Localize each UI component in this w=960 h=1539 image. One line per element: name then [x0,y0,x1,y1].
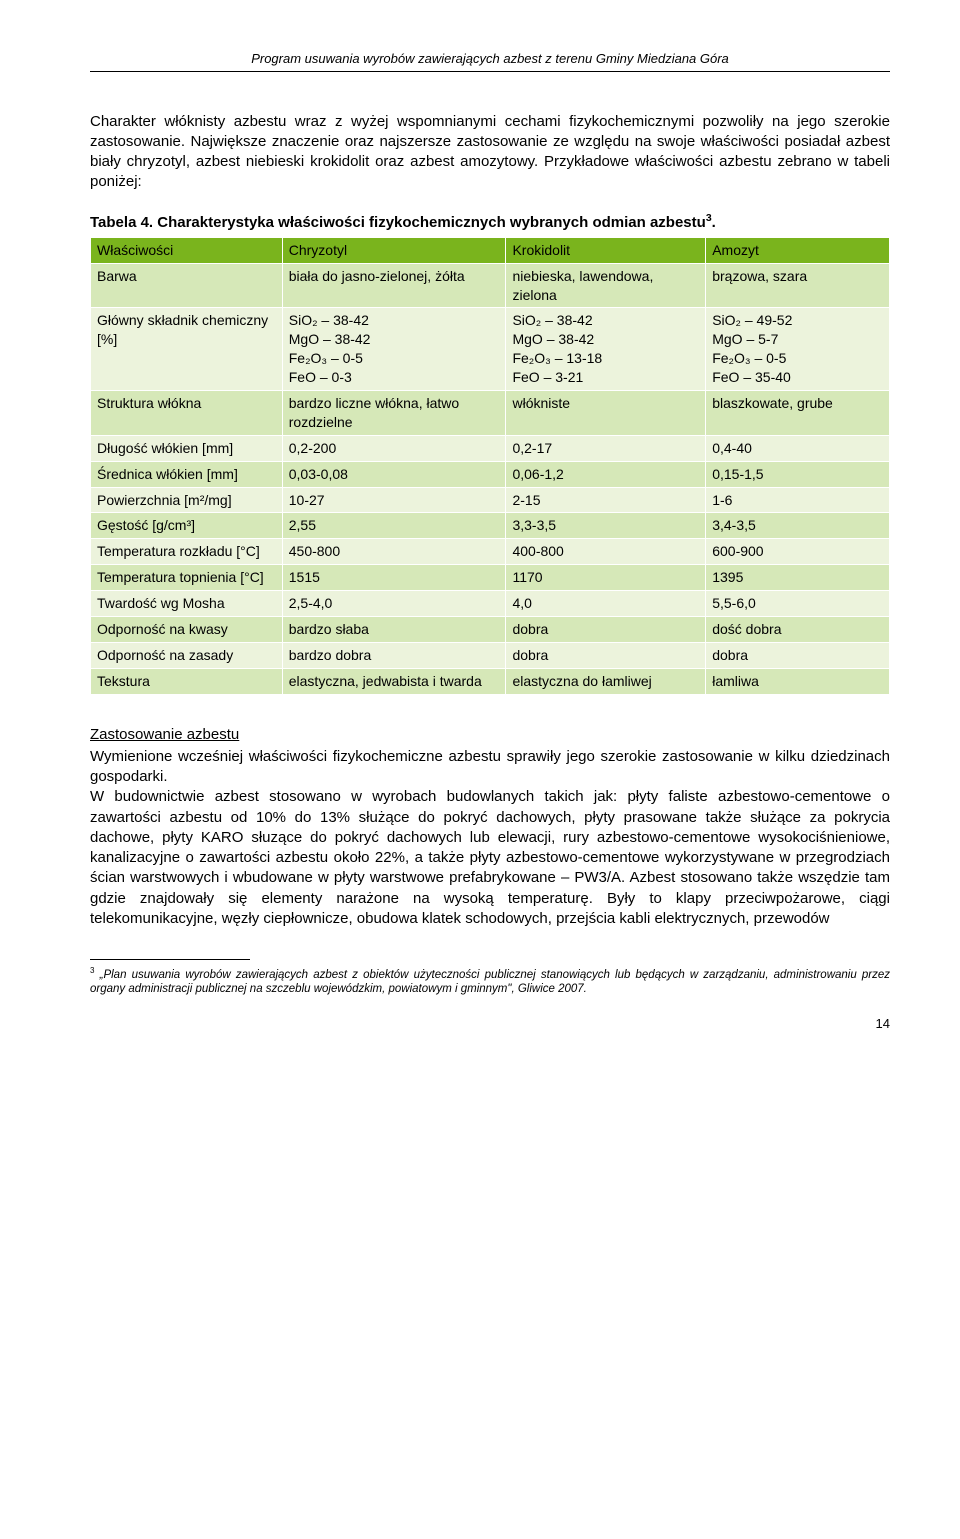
table-row: Twardość wg Mosha 2,5-4,0 4,0 5,5-6,0 [91,591,890,617]
table-row: Gęstość [g/cm³] 2,55 3,3-3,5 3,4-3,5 [91,513,890,539]
footnote: 3 „Plan usuwania wyrobów zawierających a… [90,966,890,997]
cell: 2,5-4,0 [282,591,506,617]
intro-paragraph: Charakter włóknisty azbestu wraz z wyżej… [90,112,890,193]
cell: bardzo słaba [282,617,506,643]
cell: 1-6 [706,487,890,513]
cell: Odporność na kwasy [91,617,283,643]
table-row: Barwa biała do jasno-zielonej, żółta nie… [91,263,890,308]
cell: Barwa [91,263,283,308]
col-h-2: Krokidolit [506,237,706,263]
cell: włókniste [506,391,706,436]
cell: 0,4-40 [706,435,890,461]
cell: Gęstość [g/cm³] [91,513,283,539]
table-row: Temperatura topnienia [°C] 1515 1170 139… [91,565,890,591]
table-row: Tekstura elastyczna, jedwabista i twarda… [91,668,890,694]
table-row: Powierzchnia [m²/mg] 10-27 2-15 1-6 [91,487,890,513]
cell: Średnica włókien [mm] [91,461,283,487]
table-caption: Tabela 4. Charakterystyka właściwości fi… [90,211,890,233]
page-number: 14 [90,1015,890,1033]
cell: niebieska, lawendowa, zielona [506,263,706,308]
col-h-1: Chryzotyl [282,237,506,263]
table-row: Długość włókien [mm] 0,2-200 0,2-17 0,4-… [91,435,890,461]
table-row: Struktura włókna bardzo liczne włókna, ł… [91,391,890,436]
cell: Temperatura topnienia [°C] [91,565,283,591]
cell: 3,4-3,5 [706,513,890,539]
cell: elastyczna, jedwabista i twarda [282,668,506,694]
cell: dobra [706,642,890,668]
cell: SiO₂ – 49-52MgO – 5-7Fe₂O₃ – 0-5FeO – 35… [706,308,890,391]
cell: Powierzchnia [m²/mg] [91,487,283,513]
table-row: Temperatura rozkładu [°C] 450-800 400-80… [91,539,890,565]
cell: Długość włókien [mm] [91,435,283,461]
cell: dobra [506,642,706,668]
cell: elastyczna do łamliwej [506,668,706,694]
cell: 0,06-1,2 [506,461,706,487]
cell: Tekstura [91,668,283,694]
footnote-text: „Plan usuwania wyrobów zawierających azb… [90,969,890,995]
caption-sup: 3 [706,212,712,224]
cell: SiO₂ – 38-42MgO – 38-42Fe₂O₃ – 0-5FeO – … [282,308,506,391]
footnote-separator [90,959,250,960]
cell: blaszkowate, grube [706,391,890,436]
section-title: Zastosowanie azbestu [90,725,890,745]
cell: Główny składnik chemiczny [%] [91,308,283,391]
table-row: Odporność na kwasy bardzo słaba dobra do… [91,617,890,643]
cell: 4,0 [506,591,706,617]
properties-table: Właściwości Chryzotyl Krokidolit Amozyt … [90,237,890,695]
table-row: Średnica włókien [mm] 0,03-0,08 0,06-1,2… [91,461,890,487]
cell: SiO₂ – 38-42MgO – 38-42Fe₂O₃ – 13-18FeO … [506,308,706,391]
cell: biała do jasno-zielonej, żółta [282,263,506,308]
cell: 0,15-1,5 [706,461,890,487]
section-block: Zastosowanie azbestu Wymienione wcześnie… [90,725,890,930]
cell: 5,5-6,0 [706,591,890,617]
cell: 2,55 [282,513,506,539]
cell: Temperatura rozkładu [°C] [91,539,283,565]
table-row: Odporność na zasady bardzo dobra dobra d… [91,642,890,668]
cell: 0,2-200 [282,435,506,461]
col-h-3: Amozyt [706,237,890,263]
cell: bardzo dobra [282,642,506,668]
cell: 1395 [706,565,890,591]
col-h-0: Właściwości [91,237,283,263]
caption-text: Tabela 4. Charakterystyka właściwości fi… [90,214,706,231]
cell: Struktura włókna [91,391,283,436]
cell: 1170 [506,565,706,591]
cell: 2-15 [506,487,706,513]
section-body: Wymienione wcześniej właściwości fizykoc… [90,747,890,929]
page-header: Program usuwania wyrobów zawierających a… [90,50,890,72]
table-header-row: Właściwości Chryzotyl Krokidolit Amozyt [91,237,890,263]
cell: 450-800 [282,539,506,565]
cell: Twardość wg Mosha [91,591,283,617]
cell: dość dobra [706,617,890,643]
cell: dobra [506,617,706,643]
cell: brązowa, szara [706,263,890,308]
cell: 0,2-17 [506,435,706,461]
cell: bardzo liczne włókna, łatwo rozdzielne [282,391,506,436]
cell: Odporność na zasady [91,642,283,668]
cell: 400-800 [506,539,706,565]
cell: łamliwa [706,668,890,694]
cell: 0,03-0,08 [282,461,506,487]
footnote-num: 3 [90,966,94,975]
cell: 1515 [282,565,506,591]
cell: 600-900 [706,539,890,565]
cell: 3,3-3,5 [506,513,706,539]
table-row: Główny składnik chemiczny [%] SiO₂ – 38-… [91,308,890,391]
cell: 10-27 [282,487,506,513]
